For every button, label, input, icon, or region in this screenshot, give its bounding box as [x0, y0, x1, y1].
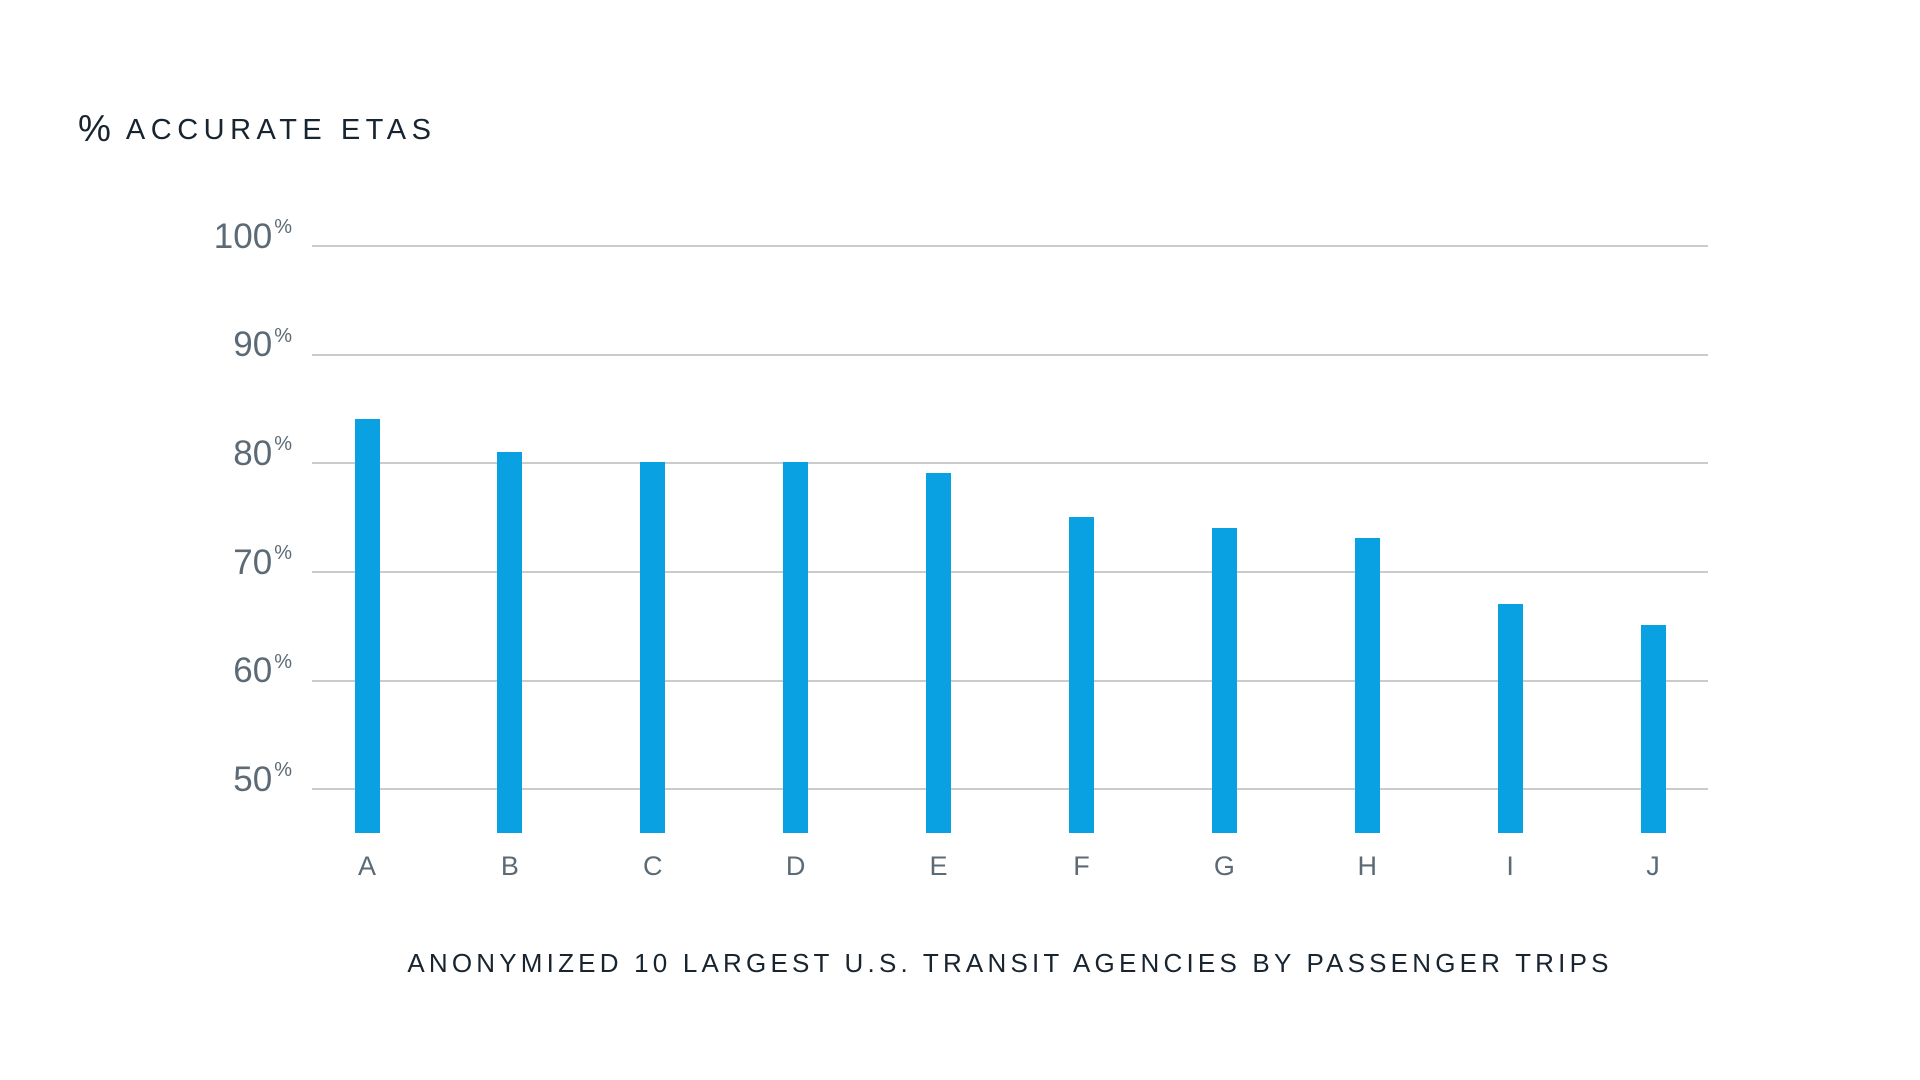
- bar-F: [1068, 516, 1094, 833]
- x-axis-label-E: E: [929, 851, 948, 881]
- percent-sign: %: [274, 650, 292, 673]
- x-axis-label-G: G: [1213, 851, 1235, 881]
- x-axis-label-C: C: [643, 851, 663, 881]
- y-axis-tick-value: 60: [233, 651, 273, 691]
- x-axis-label-B: B: [500, 851, 519, 881]
- y-axis-tick-60: 60%: [72, 650, 292, 692]
- bar-G: [1211, 527, 1237, 833]
- bar-B: [497, 451, 523, 833]
- gridline-90: [312, 353, 1708, 356]
- gridline-100: [312, 245, 1708, 247]
- bar-J: [1640, 625, 1666, 833]
- x-axis-label-D: D: [785, 851, 806, 881]
- x-axis-label-A: A: [357, 851, 376, 881]
- percent-symbol: %: [78, 108, 116, 149]
- bar-A: [354, 418, 380, 833]
- bar-I: [1497, 603, 1523, 833]
- percent-sign: %: [274, 759, 292, 782]
- plot-area: 100% 90% 80% 70% 60% 50% A B C D E F G H I J: [214, 217, 1708, 881]
- y-axis-tick-value: 50: [233, 759, 273, 799]
- gridline-80: [312, 462, 1708, 465]
- percent-sign: %: [274, 542, 292, 565]
- y-axis-tick-value: 100: [213, 216, 273, 256]
- chart-title: % ACCURATE ETAS: [78, 108, 436, 150]
- y-axis-tick-90: 90%: [72, 324, 292, 366]
- percent-sign: %: [274, 216, 292, 238]
- percent-sign: %: [274, 433, 292, 456]
- y-axis-tick-value: 70: [233, 542, 273, 582]
- y-axis-tick-value: 80: [233, 433, 273, 473]
- gridline-70: [312, 571, 1708, 574]
- y-axis-tick-70: 70%: [72, 541, 292, 583]
- gridline-60: [312, 679, 1708, 682]
- y-axis-tick-80: 80%: [72, 432, 292, 474]
- x-axis-label-F: F: [1073, 851, 1090, 881]
- x-axis-caption: ANONYMIZED 10 LARGEST U.S. TRANSIT AGENC…: [407, 948, 1613, 978]
- bar-E: [926, 473, 952, 833]
- x-axis-label-J: J: [1646, 851, 1660, 881]
- x-axis-label-H: H: [1357, 851, 1377, 881]
- y-axis-tick-50: 50%: [72, 758, 292, 800]
- x-axis-label-I: I: [1506, 851, 1514, 881]
- gridline-50: [312, 788, 1708, 791]
- percent-sign: %: [274, 324, 292, 347]
- y-axis-tick-value: 90: [233, 325, 273, 365]
- y-axis-tick-100: 100%: [72, 215, 292, 257]
- bar-H: [1354, 538, 1380, 833]
- bar-D: [783, 462, 809, 833]
- bar-C: [640, 462, 666, 833]
- chart-title-text: ACCURATE ETAS: [125, 114, 437, 146]
